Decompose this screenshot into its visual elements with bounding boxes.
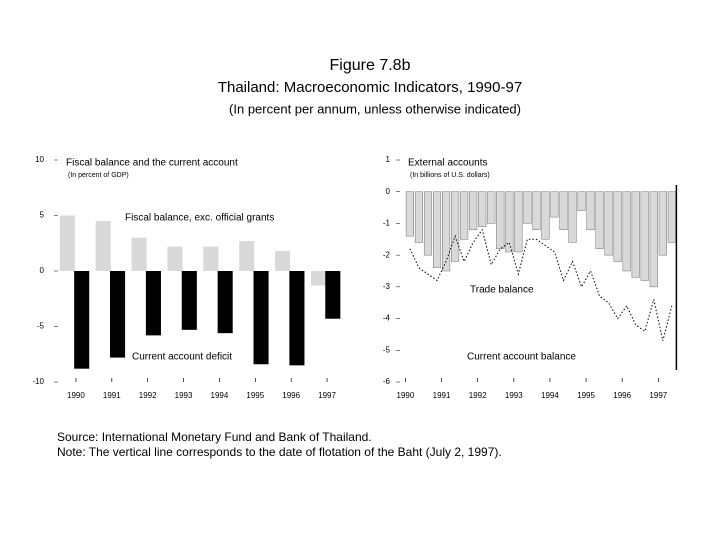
series-label: Current account balance [467, 352, 576, 363]
bar [253, 271, 269, 365]
bar [514, 191, 523, 253]
x-tick-label: 1996 [282, 391, 300, 400]
tick-label: 1994 [541, 391, 559, 400]
bar [442, 191, 451, 272]
bar [487, 191, 496, 224]
bar [613, 191, 622, 262]
bar [604, 191, 613, 256]
source: Source: International Monetary Fund and … [57, 430, 372, 444]
x-tick-label: 1995 [246, 391, 264, 400]
tick-label: 1995 [577, 391, 595, 400]
bar [59, 215, 75, 271]
tick-label: 0 [40, 266, 45, 275]
tick-label: 1993 [505, 391, 523, 400]
bar [432, 191, 442, 269]
bar [550, 191, 559, 218]
bar [325, 271, 341, 319]
bar [568, 191, 577, 243]
bar [289, 271, 305, 366]
bar [131, 237, 147, 271]
chart-title: External accounts [408, 158, 488, 169]
tick-label: -4 [383, 314, 391, 323]
bar [414, 191, 424, 243]
tick-label: -1 [383, 219, 391, 228]
bar [460, 191, 469, 240]
x-tick-label: 1993 [175, 391, 193, 400]
tick-label: 1996 [613, 391, 631, 400]
tick-label: -6 [383, 377, 391, 386]
x-tick-label: 1994 [211, 391, 229, 400]
x-tick-label: 1991 [103, 391, 121, 400]
x-tick-label: 1997 [318, 391, 336, 400]
bar [586, 191, 595, 230]
bar [577, 191, 586, 211]
tick-label: -3 [383, 282, 391, 291]
bar [145, 271, 161, 336]
bar [95, 221, 111, 271]
series-label: Fiscal balance, exc. official grants [125, 213, 274, 224]
bar [631, 191, 640, 278]
bar [640, 191, 649, 281]
bar [110, 271, 126, 358]
bar [496, 191, 505, 249]
series-label: Trade balance [470, 285, 534, 296]
bar [541, 191, 550, 240]
chart-subtitle: (In percent of GDP) [68, 172, 129, 179]
bar [181, 271, 197, 330]
bar [239, 241, 255, 271]
figure-subtitle: (In percent per annum, unless otherwise … [229, 101, 521, 116]
bar [275, 251, 291, 271]
bar [532, 191, 541, 230]
tick-label: 1997 [649, 391, 667, 400]
bar [559, 191, 568, 230]
bar [74, 271, 90, 369]
tick-label: 1991 [433, 391, 451, 400]
tick-label: 5 [40, 211, 45, 220]
bar [658, 191, 667, 256]
bar [523, 191, 532, 224]
tick-label: -5 [383, 345, 391, 354]
tick-label: 1990 [397, 391, 415, 400]
tick-label: -5 [37, 322, 45, 331]
bar [667, 191, 676, 243]
tick-label: -10 [32, 377, 44, 386]
bar [649, 191, 658, 288]
bar [203, 246, 219, 271]
series-label: Current account deficit [132, 352, 232, 363]
tick-label: 1992 [469, 391, 487, 400]
bar [217, 271, 233, 334]
bar [310, 271, 326, 286]
bar [405, 191, 414, 237]
bar [595, 191, 604, 249]
tick-label: 1 [386, 155, 391, 164]
bar [423, 191, 433, 256]
bar [478, 191, 487, 227]
x-tick-label: 1992 [139, 391, 157, 400]
tick-label: 10 [35, 155, 44, 164]
bar [505, 191, 514, 253]
bar [167, 246, 183, 271]
note: Note: The vertical line corresponds to t… [57, 445, 502, 459]
tick-label: 0 [386, 187, 391, 196]
bar [622, 191, 631, 272]
x-tick-label: 1990 [67, 391, 85, 400]
chart-subtitle: (In billions of U.S. dollars) [410, 172, 490, 179]
chart-title: Fiscal balance and the current account [66, 158, 238, 169]
figure-label: Figure 7.8b [330, 57, 411, 74]
bar [451, 191, 460, 262]
tick-label: -2 [383, 250, 391, 259]
figure-title: Thailand: Macroeconomic Indicators, 1990… [218, 79, 522, 96]
bar [469, 191, 478, 230]
